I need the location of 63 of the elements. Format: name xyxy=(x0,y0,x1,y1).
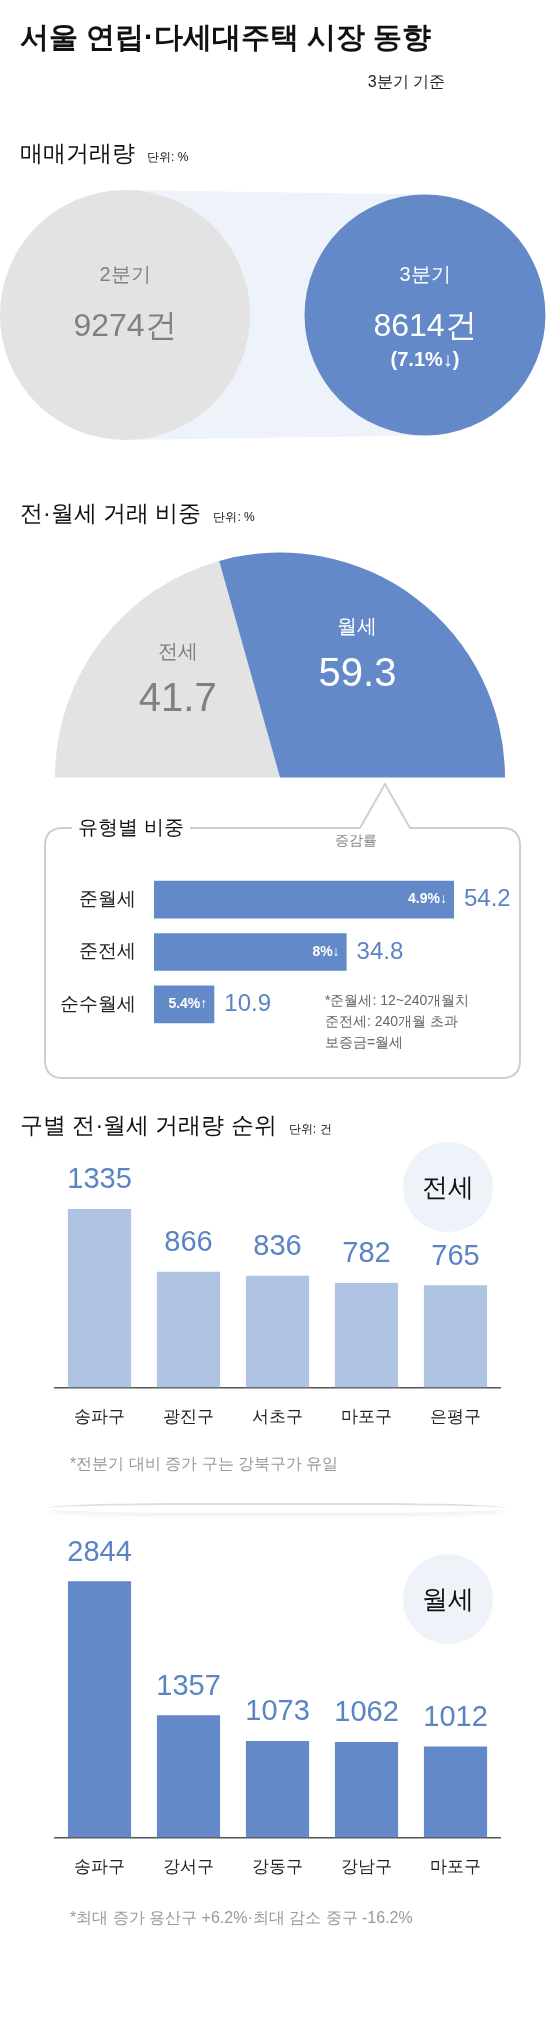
data-label: 765 xyxy=(431,1238,480,1271)
text: 전세 xyxy=(422,1170,474,1204)
category-label: 2분기 xyxy=(99,262,151,285)
data-label: 59.3 xyxy=(318,650,397,695)
data-label: 866 xyxy=(164,1225,213,1258)
chart-subtitle: 단위: 건 xyxy=(288,1122,332,1136)
bar xyxy=(423,1746,488,1838)
x-tick-label: 강남구 xyxy=(341,1857,392,1877)
data-label: 1012 xyxy=(423,1699,488,1732)
chart-subtitle: 단위: % xyxy=(213,510,255,524)
x-tick-label: 강동구 xyxy=(252,1857,303,1877)
annotation: 5.4%↑ xyxy=(168,995,208,1012)
text: 월세 xyxy=(422,1582,474,1616)
annotation: 4.9%↓ xyxy=(408,890,447,907)
bar xyxy=(156,1715,221,1838)
x-tick-label: 마포구 xyxy=(341,1407,392,1427)
y-tick-label: 순수월세 xyxy=(60,992,136,1014)
chart-title: 유형별 비중 xyxy=(78,816,184,838)
chart-title: 전·월세 거래 비중 xyxy=(20,500,202,526)
data-label: 10.9 xyxy=(224,989,272,1017)
data-label: 1062 xyxy=(334,1695,399,1728)
data-label: 1073 xyxy=(245,1694,310,1727)
annotation: 8%↓ xyxy=(312,942,340,959)
x-tick-label: 은평구 xyxy=(430,1407,481,1427)
bar xyxy=(334,1282,399,1388)
data-label: 8614건 xyxy=(373,306,477,343)
data-label: 34.8 xyxy=(356,936,404,964)
slice-label: 전세 xyxy=(157,639,198,662)
bar xyxy=(423,1285,488,1388)
text: 매매거래량 xyxy=(20,140,135,166)
bar xyxy=(67,1581,132,1838)
data-label: 2844 xyxy=(67,1534,132,1567)
data-label: 9274건 xyxy=(73,306,177,343)
bar xyxy=(245,1740,310,1838)
data-label: 782 xyxy=(342,1236,391,1269)
text: 단위: % xyxy=(147,150,189,164)
slice-label: 월세 xyxy=(337,614,378,637)
text: *전분기 대비 증가 구는 강북구가 유일 xyxy=(70,1454,339,1474)
x-tick-label: 서초구 xyxy=(252,1407,303,1427)
text: 서울 연립·다세대주택 시장 동향 xyxy=(20,20,431,55)
text: (7.1%↓) xyxy=(390,347,460,370)
data-label: 41.7 xyxy=(138,675,217,720)
text: *최대 증가 용산구 +6.2%·최대 감소 중구 -16.2% xyxy=(70,1908,413,1928)
y-tick-label: 준월세 xyxy=(79,887,136,909)
x-tick-label: 강서구 xyxy=(163,1857,214,1877)
x-tick-label: 송파구 xyxy=(74,1857,125,1877)
data-label: 836 xyxy=(253,1229,302,1262)
category-label: 3분기 xyxy=(399,262,451,285)
x-tick-label: 마포구 xyxy=(430,1857,481,1877)
data-label: 1357 xyxy=(156,1668,221,1701)
data-label: 1335 xyxy=(67,1162,132,1195)
x-tick-label: 송파구 xyxy=(74,1407,125,1427)
y-tick-label: 준전세 xyxy=(79,940,136,962)
annotation: *준월세: 12~240개월치 준전세: 240개월 초과 보증금=월세 xyxy=(325,991,470,1052)
bar xyxy=(334,1741,399,1838)
chart-title: 구별 전·월세 거래량 순위 xyxy=(20,1112,277,1138)
bar xyxy=(67,1208,132,1388)
x-tick-label: 광진구 xyxy=(163,1407,214,1427)
data-label: 54.2 xyxy=(464,884,511,912)
bar xyxy=(245,1275,310,1388)
bar xyxy=(156,1271,221,1388)
text: 증감률 xyxy=(335,831,377,850)
text: 3분기 기준 xyxy=(367,72,445,92)
